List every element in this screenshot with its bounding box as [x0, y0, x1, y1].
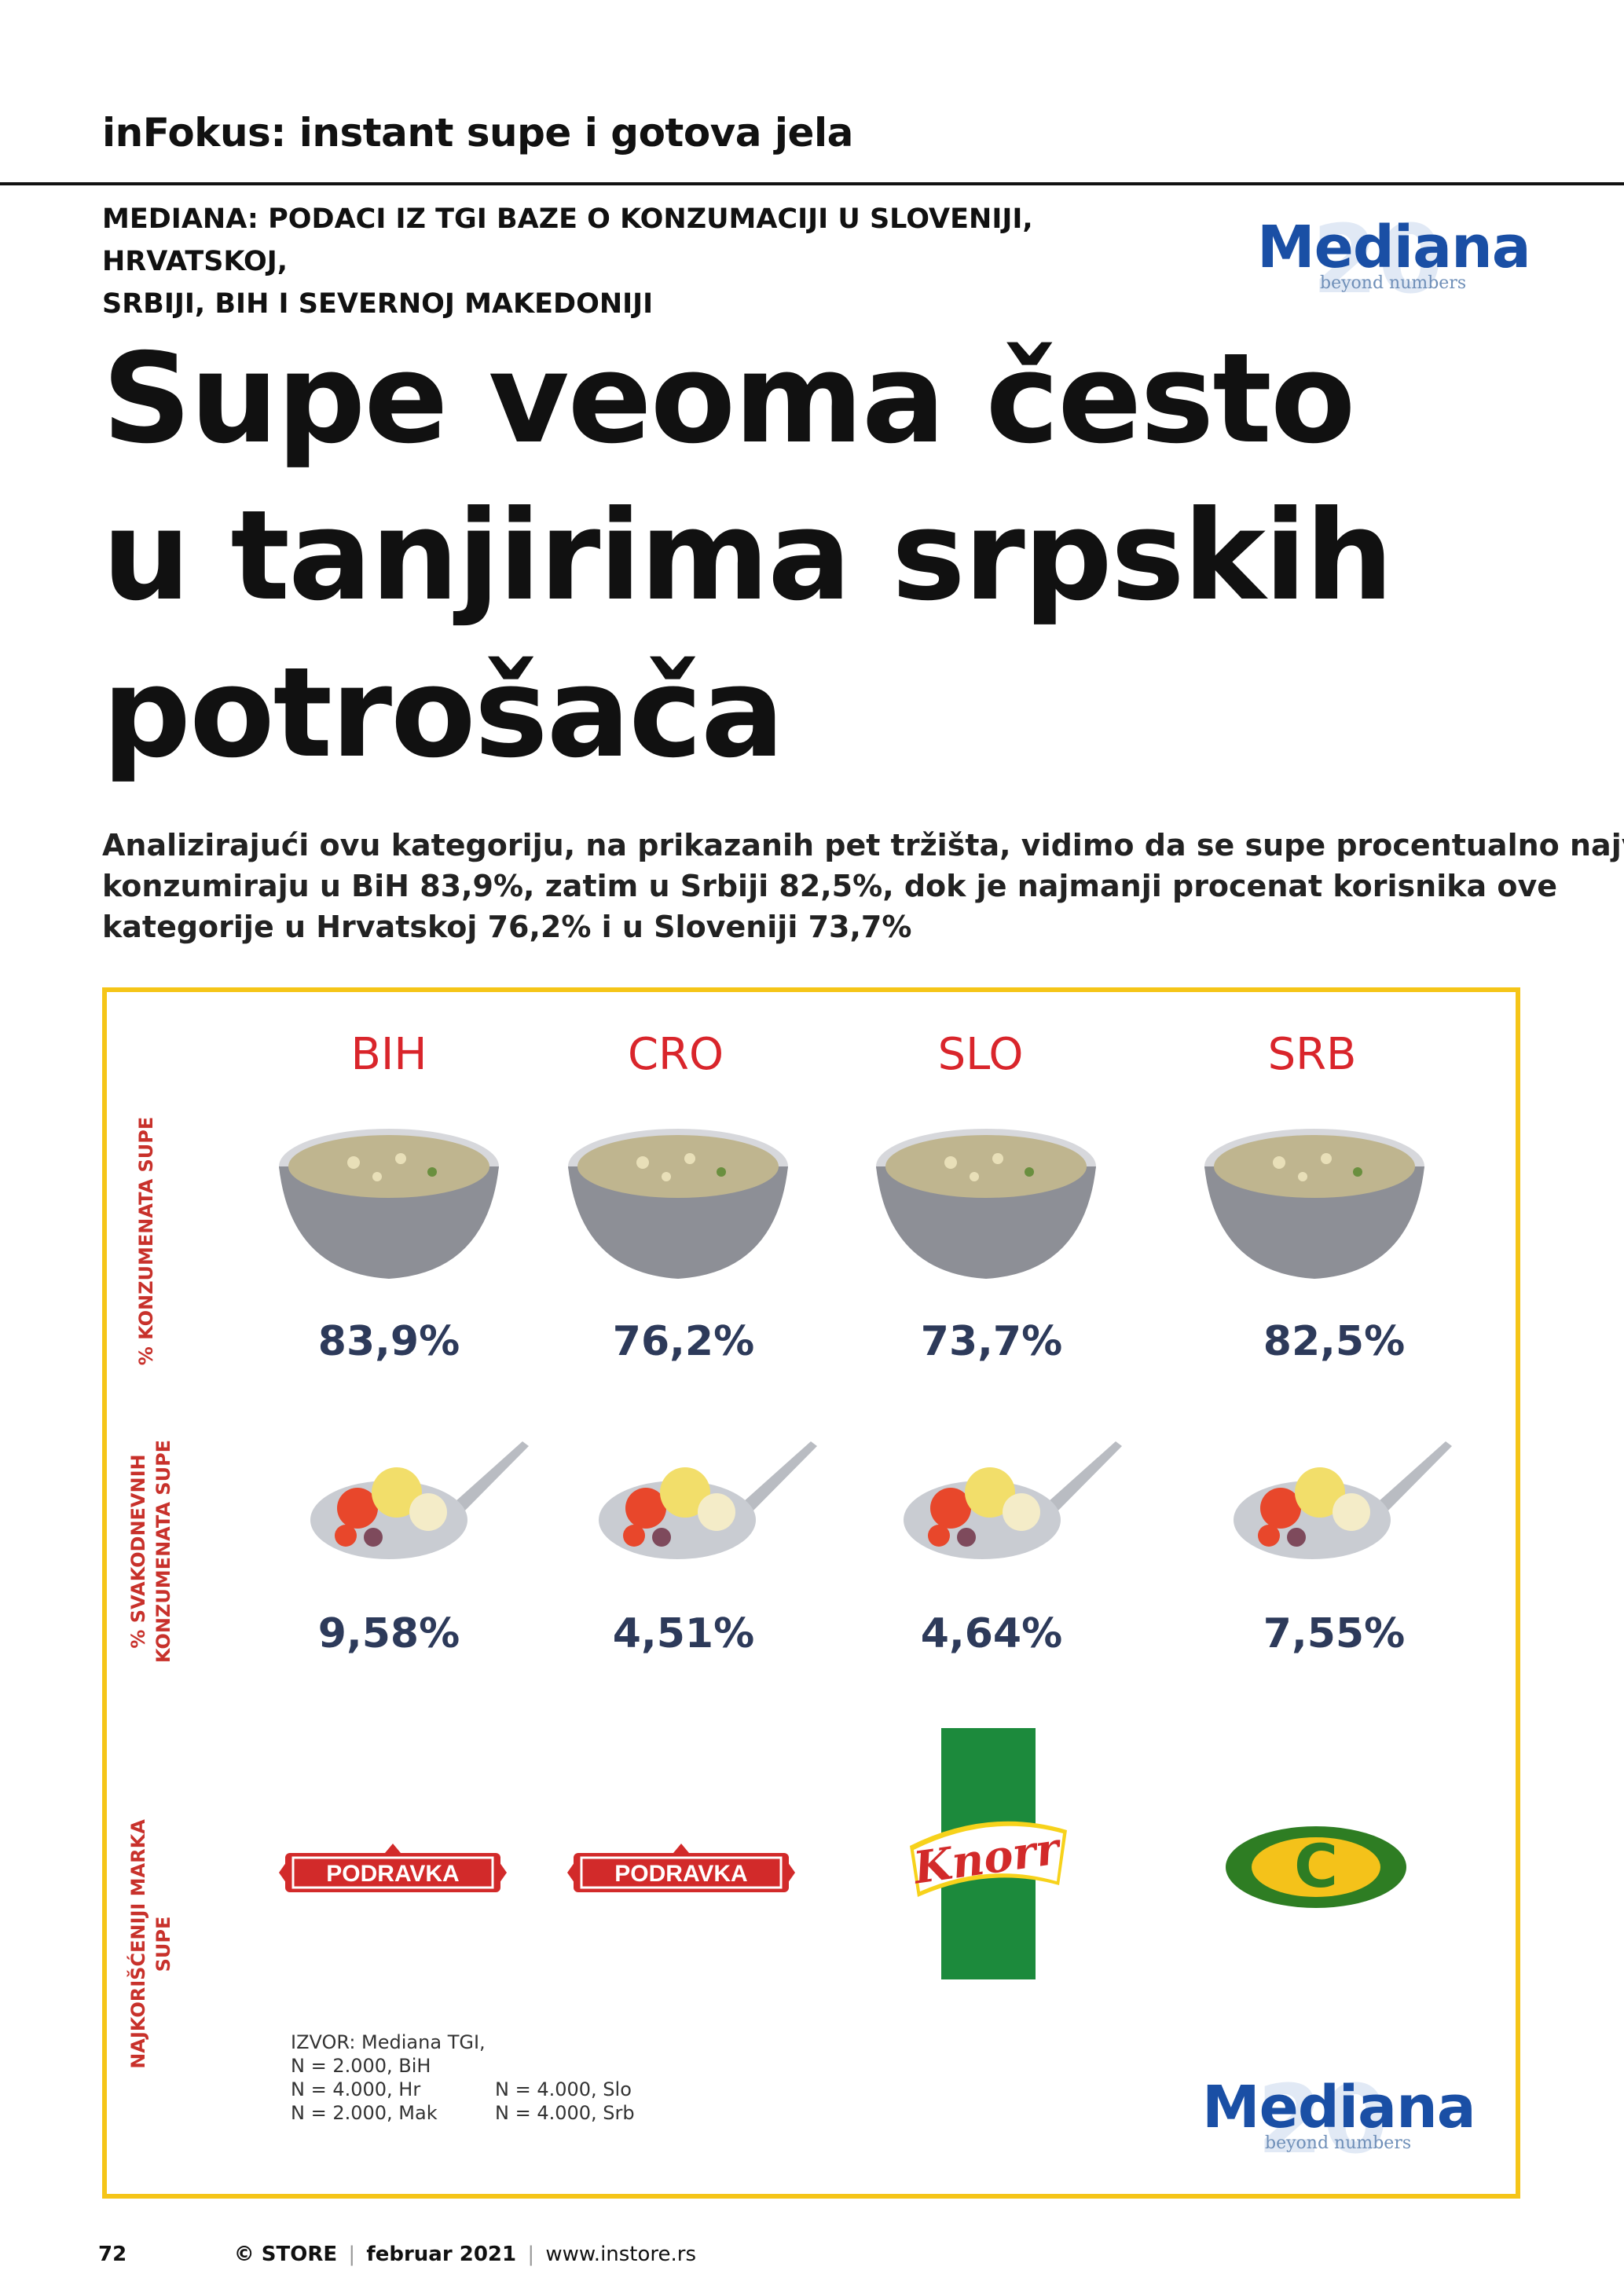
brand-label: Knorr: [909, 1822, 1065, 1895]
knorr-logo: Knorr: [909, 1728, 1067, 1979]
logo-tagline: beyond numbers: [1320, 273, 1467, 293]
issue-date: februar 2021: [366, 2243, 517, 2266]
source-note: IZVOR: Mediana TGI, N = 2.000, BiH N = 4…: [291, 2031, 635, 2124]
spoon-vegetables-icon: [904, 1441, 1122, 1559]
logo-word: Mediana: [1257, 214, 1531, 281]
side-label-consumption: % KONZUMENATA SUPE: [135, 1116, 157, 1366]
kicker-line: SRBIJI, BIH I SEVERNOJ MAKEDONIJI: [102, 288, 654, 320]
headline-line: potrošača: [102, 641, 785, 785]
country-label-bih: BIH: [350, 1029, 427, 1080]
country-label-cro: CRO: [627, 1029, 724, 1080]
daily-value-cro: 4,51%: [612, 1610, 755, 1657]
mediana-logo-bottom: 20 Mediana beyond numbers: [1186, 2066, 1485, 2175]
website-link[interactable]: www.instore.rs: [545, 2243, 697, 2266]
lead-line: konzumiraju u BiH 83,9%, zatim u Srbiji …: [102, 869, 1558, 903]
consumption-value-bih: 83,9%: [317, 1318, 460, 1365]
daily-value-srb: 7,55%: [1263, 1610, 1406, 1657]
soup-bowl-icon: [876, 1129, 1096, 1279]
mediana-logo: 20 Mediana beyond numbers: [1241, 206, 1540, 315]
headline-line: u tanjirima srpskih: [102, 484, 1394, 628]
lead-line: Analizirajući ovu kategoriju, na prikaza…: [102, 828, 1624, 862]
c-brand-logo: C: [1226, 1826, 1406, 1908]
spoon-vegetables-icon: [599, 1441, 817, 1559]
podravka-logo: PODRAVKA: [279, 1844, 507, 1892]
page-number: 72: [98, 2243, 127, 2266]
headline-line: Supe veoma često: [102, 327, 1355, 471]
podravka-logo: PODRAVKA: [567, 1844, 795, 1892]
side-label-daily: % SVAKODNEVNIH KONZUMENATA SUPE: [127, 1439, 174, 1664]
spoon-vegetables-icon: [310, 1441, 529, 1559]
headline: Supe veoma često u tanjirima srpskih pot…: [102, 320, 1516, 792]
consumption-value-slo: 73,7%: [920, 1318, 1063, 1365]
logo-tagline: beyond numbers: [1265, 2133, 1412, 2153]
lead-paragraph: Analizirajući ovu kategoriju, na prikaza…: [102, 825, 1624, 947]
country-label-srb: SRB: [1267, 1029, 1357, 1080]
magazine-name: © STORE: [233, 2243, 338, 2266]
brand-label: PODRAVKA: [614, 1861, 747, 1887]
logo-anniversary-number: 20: [1312, 206, 1443, 315]
brand-label: PODRAVKA: [326, 1861, 459, 1887]
daily-value-slo: 4,64%: [920, 1610, 1063, 1657]
soup-bowl-icon: [279, 1129, 499, 1279]
brand-label: C: [1294, 1831, 1338, 1901]
soup-bowl-icon: [568, 1129, 788, 1279]
daily-value-bih: 9,58%: [317, 1610, 460, 1657]
logo-anniversary-number: 20: [1257, 2066, 1388, 2175]
spoon-vegetables-icon: [1234, 1441, 1452, 1559]
page-footer: 72 © STORE | februar 2021 | www.instore.…: [98, 2243, 697, 2266]
kicker-line: MEDIANA: PODACI IZ TGI BAZE O KONZUMACIJ…: [102, 203, 1033, 277]
header-rule: [0, 182, 1624, 185]
consumption-value-srb: 82,5%: [1263, 1318, 1406, 1365]
country-label-slo: SLO: [937, 1029, 1024, 1080]
lead-line: kategorije u Hrvatskoj 76,2% i u Sloveni…: [102, 910, 912, 944]
kicker: MEDIANA: PODACI IZ TGI BAZE O KONZUMACIJ…: [102, 198, 1202, 325]
soup-bowl-icon: [1204, 1129, 1424, 1279]
section-tag: inFokus: instant supe i gotova jela: [102, 110, 853, 156]
side-label-brand: NAJKORIŠĆENIJI MARKA SUPE: [127, 1819, 174, 2069]
consumption-value-cro: 76,2%: [612, 1318, 755, 1365]
logo-word: Mediana: [1202, 2074, 1476, 2141]
